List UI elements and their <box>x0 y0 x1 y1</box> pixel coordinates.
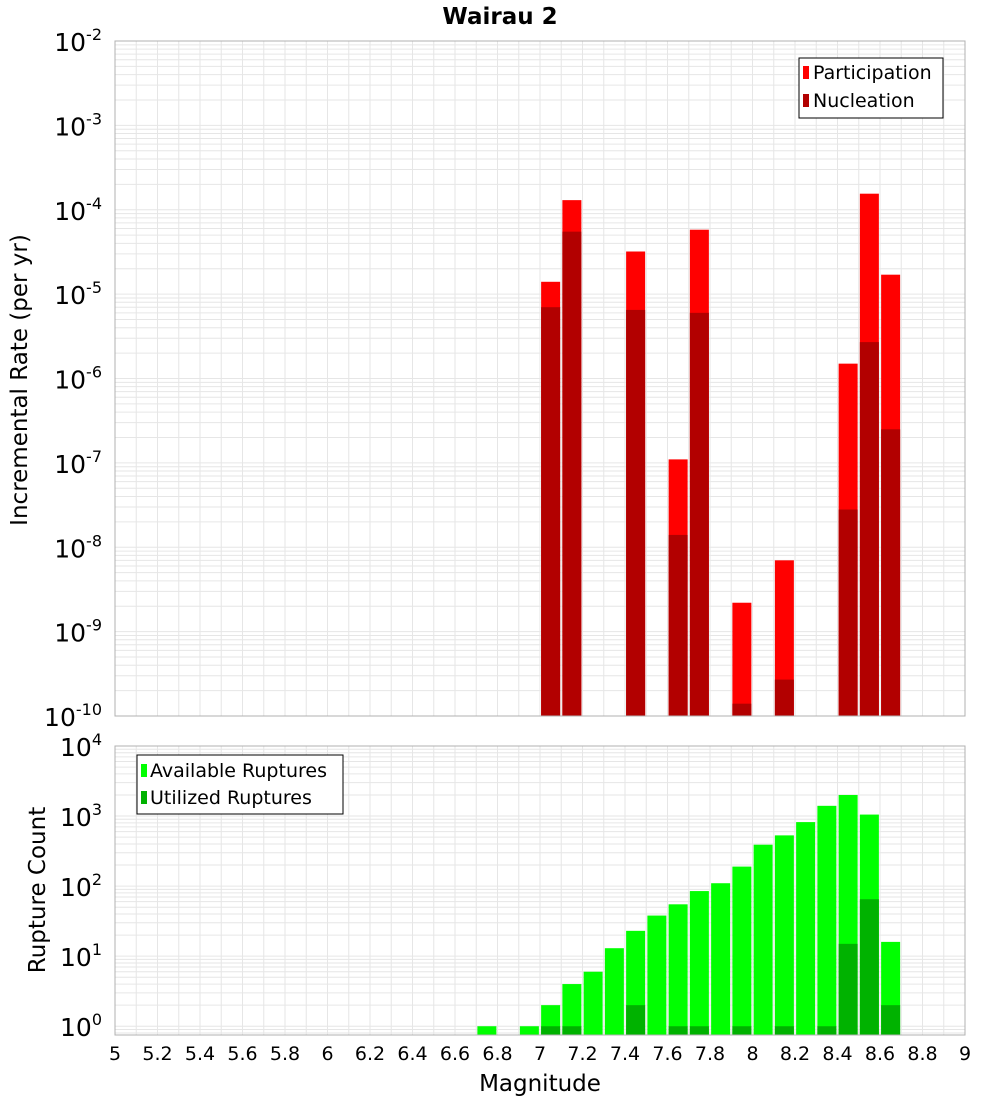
x-tick-label: 8.4 <box>822 1043 852 1065</box>
top-plot-gridlines <box>115 41 965 717</box>
x-tick-label: 6 <box>321 1043 333 1065</box>
x-tick-label: 7.4 <box>610 1043 640 1065</box>
bottom-bar-available <box>817 805 837 1035</box>
bottom-y-tick-label: 100 <box>60 1010 102 1042</box>
bottom-bar-available <box>711 883 731 1035</box>
x-tick-label: 5.6 <box>227 1043 257 1065</box>
bottom-bar-available <box>753 844 773 1035</box>
bottom-bar-utilized <box>838 943 858 1035</box>
bottom-y-tick-label: 104 <box>60 730 102 762</box>
bottom-bar-available <box>562 984 582 1035</box>
top-bar-nucleation <box>859 342 879 716</box>
x-tick-label: 6.4 <box>397 1043 427 1065</box>
top-bar-nucleation <box>668 534 688 716</box>
legend-label-participation: Participation <box>813 62 932 84</box>
x-tick-label: 7 <box>534 1043 546 1065</box>
bottom-plot-frame <box>114 745 966 1036</box>
bottom-bar-utilized <box>774 1026 794 1035</box>
x-tick-label: 7.2 <box>567 1043 597 1065</box>
top-y-tick-label: 10-9 <box>54 616 102 648</box>
x-tick-label: 5.8 <box>270 1043 300 1065</box>
top-legend: Participation Nucleation <box>798 57 944 119</box>
top-plot-frame <box>114 40 966 717</box>
legend-swatch-available <box>141 764 147 777</box>
top-y-axis-label: Incremental Rate (per yr) <box>7 234 33 526</box>
top-bar-nucleation <box>626 309 646 716</box>
bottom-bar-utilized <box>859 899 879 1035</box>
x-tick-label: 6.2 <box>355 1043 385 1065</box>
x-tick-label: 5 <box>109 1043 121 1065</box>
bottom-bar-available <box>689 891 709 1035</box>
top-y-tick-label: 10-10 <box>44 700 102 732</box>
top-bar-nucleation <box>881 429 901 716</box>
bottom-bar-utilized <box>817 1026 837 1035</box>
bottom-y-tick-label: 101 <box>60 940 102 972</box>
x-tick-label: 7.6 <box>652 1043 682 1065</box>
x-tick-label: 9 <box>959 1043 971 1065</box>
bottom-bar-utilized <box>881 1005 901 1035</box>
bottom-y-axis-label: Rupture Count <box>25 807 51 973</box>
bottom-y-tick-labels: 104 103 102 101 100 <box>60 730 102 1042</box>
bottom-y-tick-label: 103 <box>60 800 102 832</box>
x-tick-label: 8.6 <box>865 1043 895 1065</box>
top-y-tick-label: 10-6 <box>54 363 102 395</box>
bottom-bar-available <box>668 904 688 1035</box>
top-y-tick-label: 10-8 <box>54 531 102 563</box>
legend-swatch-nucleation <box>803 94 809 107</box>
top-y-tick-label: 10-5 <box>54 278 102 310</box>
top-y-tick-labels: 10-2 10-3 10-4 10-5 10-6 10-7 10-8 10-9 10-10 <box>44 25 102 732</box>
x-tick-label: 5.2 <box>142 1043 172 1065</box>
bottom-bar-utilized <box>626 1005 646 1035</box>
bottom-legend-box <box>136 754 344 815</box>
top-bar-participation <box>732 602 752 716</box>
legend-label-available: Available Ruptures <box>150 760 327 782</box>
x-axis-label: Magnitude <box>479 1071 601 1097</box>
top-plot-bars <box>541 193 901 717</box>
top-bar-nucleation <box>838 509 858 716</box>
bottom-bar-utilized <box>541 1026 561 1035</box>
bottom-bar-available <box>732 866 752 1035</box>
top-bar-nucleation <box>541 307 561 716</box>
bottom-bar-utilized <box>732 1026 752 1035</box>
legend-label-nucleation: Nucleation <box>813 90 915 112</box>
bottom-bar-available <box>583 971 603 1035</box>
bottom-bar-available <box>519 1026 539 1035</box>
top-y-tick-label: 10-7 <box>54 447 102 479</box>
x-tick-label: 7.8 <box>695 1043 725 1065</box>
bottom-bar-available <box>647 915 667 1035</box>
bottom-bar-utilized <box>689 1026 709 1035</box>
bottom-bar-available <box>796 822 816 1035</box>
top-bar-nucleation <box>562 231 582 716</box>
top-y-tick-label: 10-3 <box>54 109 102 141</box>
x-tick-labels: 5 5.2 5.4 5.6 5.8 6 6.2 6.4 6.6 6.8 7 7.2 7.4 7.6 7.8 8… <box>109 1043 971 1065</box>
bottom-y-tick-label: 102 <box>60 870 102 902</box>
bottom-legend: Available Ruptures Utilized Ruptures <box>136 754 344 815</box>
bottom-plot-bars <box>477 794 901 1035</box>
bottom-bar-available <box>477 1026 497 1035</box>
x-tick-label: 6.8 <box>482 1043 512 1065</box>
bottom-bar-utilized <box>668 1026 688 1035</box>
legend-swatch-utilized <box>141 791 147 804</box>
top-bar-participation <box>774 560 794 716</box>
top-y-tick-label: 10-4 <box>54 194 102 226</box>
legend-label-utilized: Utilized Ruptures <box>150 787 312 809</box>
x-tick-label: 6.6 <box>440 1043 470 1065</box>
bottom-bar-available <box>774 835 794 1035</box>
bottom-bar-available <box>604 948 624 1035</box>
x-tick-label: 5.4 <box>185 1043 215 1065</box>
x-tick-label: 8.2 <box>780 1043 810 1065</box>
bottom-bar-utilized <box>562 1026 582 1035</box>
top-y-tick-label: 10-2 <box>54 25 102 57</box>
x-tick-label: 8 <box>746 1043 758 1065</box>
top-bar-nucleation <box>732 703 752 716</box>
legend-swatch-participation <box>803 66 809 79</box>
top-bar-nucleation <box>689 312 709 716</box>
chart-title: Wairau 2 <box>442 4 557 30</box>
top-legend-box <box>798 57 944 119</box>
top-bar-nucleation <box>774 679 794 716</box>
x-tick-label: 8.8 <box>907 1043 937 1065</box>
